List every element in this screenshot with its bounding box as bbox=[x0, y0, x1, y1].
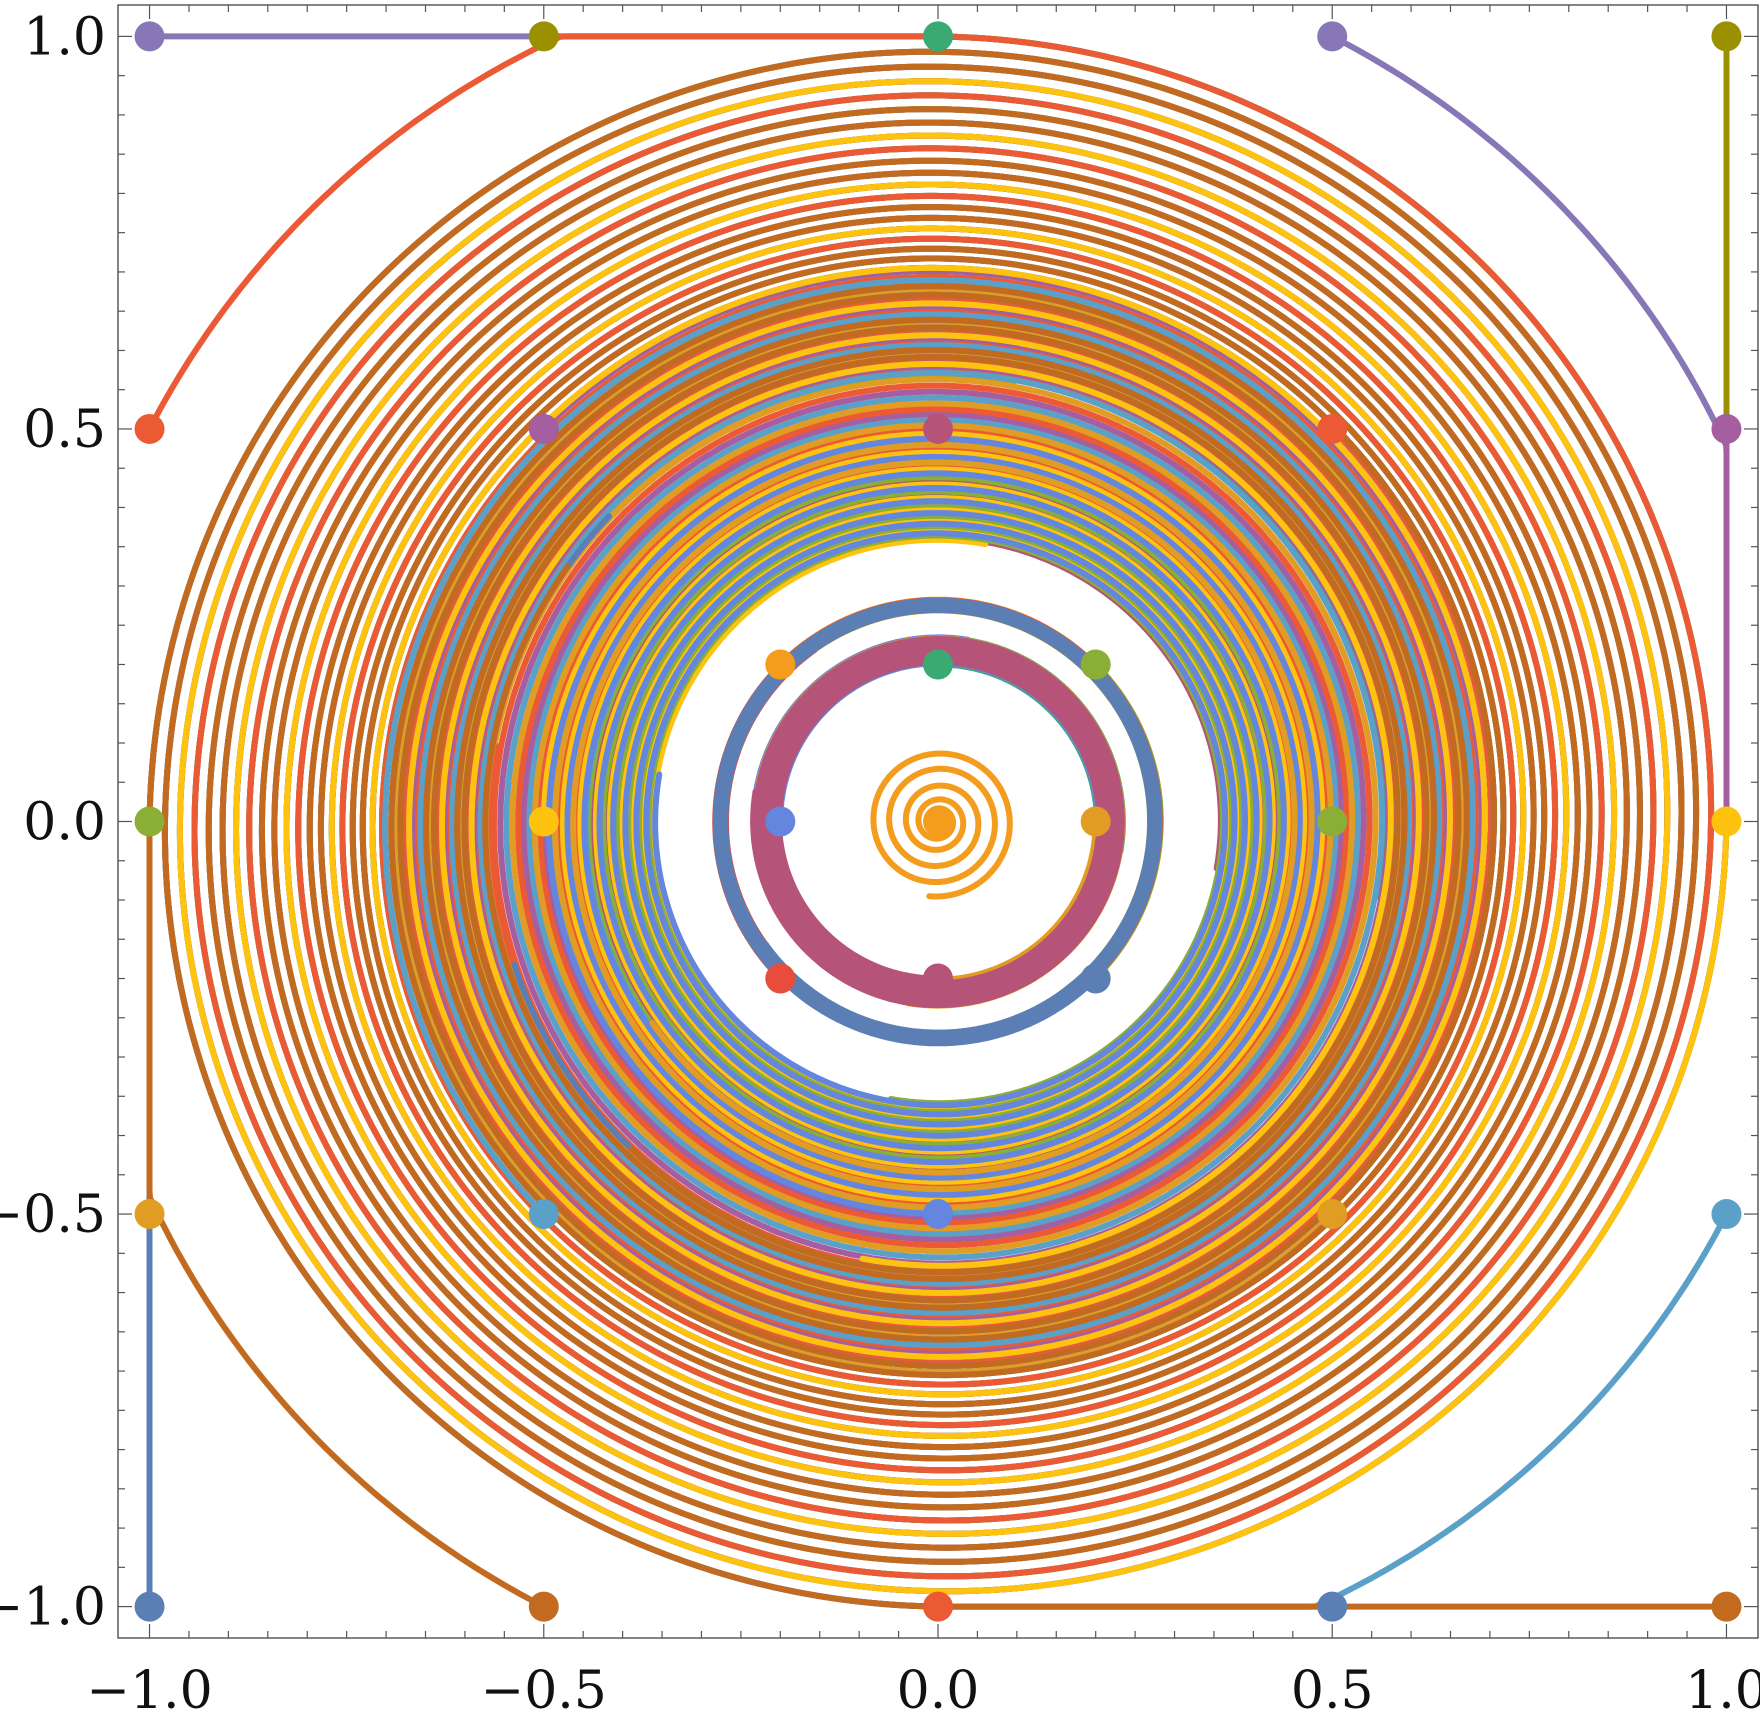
start-point-marker bbox=[1711, 21, 1742, 52]
start-point-marker bbox=[923, 1199, 953, 1230]
start-point-marker bbox=[1317, 21, 1348, 52]
y-tick-label: 1.0 bbox=[23, 7, 106, 67]
start-point-marker bbox=[528, 21, 559, 52]
x-tick-label: 0.5 bbox=[1291, 1661, 1374, 1721]
x-tick-label: 1.0 bbox=[1685, 1661, 1760, 1721]
start-point-marker bbox=[528, 413, 559, 444]
start-point-marker bbox=[923, 1591, 953, 1622]
start-point-marker bbox=[134, 413, 165, 444]
start-point-marker bbox=[923, 21, 953, 52]
start-point-marker bbox=[134, 1199, 165, 1230]
trajectory-curve bbox=[176, 78, 1730, 1595]
start-point-marker bbox=[1080, 806, 1111, 837]
y-tick-label: −1.0 bbox=[0, 1578, 106, 1638]
start-point-marker bbox=[923, 963, 953, 994]
start-point-marker bbox=[134, 21, 165, 52]
x-tick-label: −1.0 bbox=[86, 1661, 212, 1721]
start-point-marker bbox=[765, 963, 796, 994]
start-point-marker bbox=[1711, 1199, 1742, 1230]
trajectory-curve bbox=[161, 63, 1730, 1610]
start-point-marker bbox=[134, 806, 165, 837]
start-point-marker bbox=[1317, 1199, 1348, 1230]
trajectory-layer bbox=[146, 33, 1730, 1610]
trajectory-curve bbox=[545, 435, 1321, 1217]
start-point-marker bbox=[923, 649, 953, 680]
start-point-marker bbox=[1711, 806, 1742, 837]
trajectory-curve bbox=[146, 48, 1700, 1610]
x-tick-label: −0.5 bbox=[481, 1661, 607, 1721]
start-point-marker bbox=[765, 806, 796, 837]
start-point-marker bbox=[528, 806, 559, 837]
start-point-marker bbox=[1317, 413, 1348, 444]
y-tick-label: 0.5 bbox=[23, 400, 106, 460]
trajectory-curve bbox=[712, 597, 1163, 1047]
tick-marks bbox=[118, 5, 1758, 1638]
y-tick-label: −0.5 bbox=[0, 1185, 106, 1245]
start-point-marker bbox=[1317, 1591, 1348, 1622]
start-point-marker bbox=[1080, 649, 1111, 680]
start-point-marker bbox=[923, 413, 953, 444]
start-point-marker bbox=[1080, 963, 1111, 994]
y-tick-label: 0.0 bbox=[23, 793, 106, 853]
start-point-marker bbox=[1317, 806, 1348, 837]
trajectory-curve bbox=[750, 636, 1125, 1009]
start-point-marker bbox=[1711, 1591, 1742, 1622]
start-point-marker bbox=[528, 1591, 559, 1622]
x-tick-label: 0.0 bbox=[897, 1661, 980, 1721]
start-point-marker bbox=[134, 1591, 165, 1622]
start-point-marker bbox=[765, 649, 796, 680]
start-point-marker bbox=[923, 806, 953, 837]
start-point-layer bbox=[134, 21, 1742, 1622]
start-point-marker bbox=[1711, 413, 1742, 444]
start-point-marker bbox=[528, 1199, 559, 1230]
